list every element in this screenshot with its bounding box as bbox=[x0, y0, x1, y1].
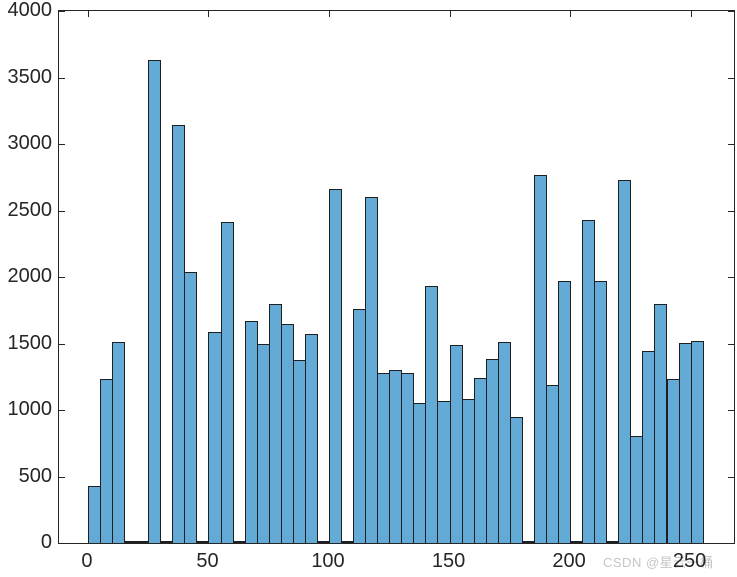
y-axis-tick bbox=[59, 277, 65, 278]
watermark: CSDN @星云一桶 bbox=[603, 555, 714, 570]
x-axis-tick bbox=[570, 11, 572, 17]
y-tick-label: 0 bbox=[40, 531, 52, 553]
x-tick-label: 50 bbox=[196, 550, 219, 572]
histogram-bar bbox=[594, 281, 608, 543]
x-tick-label: 200 bbox=[552, 550, 586, 572]
y-axis-tick bbox=[59, 410, 65, 411]
x-axis-tick bbox=[208, 11, 210, 17]
y-tick-label: 2000 bbox=[7, 265, 53, 287]
y-axis-tick bbox=[59, 11, 65, 12]
y-axis-tick bbox=[59, 210, 65, 212]
x-tick-label: 0 bbox=[81, 550, 93, 572]
histogram-bar bbox=[509, 416, 523, 543]
y-axis-tick bbox=[728, 543, 734, 544]
y-tick-label: 500 bbox=[18, 464, 52, 487]
y-tick-label: 3000 bbox=[7, 132, 53, 154]
y-axis-tick bbox=[59, 476, 65, 478]
y-axis-tick bbox=[728, 144, 734, 145]
plot-area bbox=[58, 10, 735, 544]
y-tick-label: 3500 bbox=[7, 65, 53, 88]
histogram-bar bbox=[184, 272, 198, 543]
x-tick-label: 100 bbox=[311, 550, 345, 572]
y-axis-tick bbox=[728, 476, 734, 478]
histogram-bar bbox=[112, 342, 126, 543]
y-axis-tick bbox=[59, 77, 65, 79]
histogram-bar bbox=[690, 340, 704, 543]
x-tick-label: 250 bbox=[672, 550, 707, 572]
histogram-bar bbox=[329, 189, 343, 543]
histogram-bar bbox=[618, 179, 632, 543]
y-axis-tick bbox=[59, 343, 65, 345]
y-tick-label: 2500 bbox=[7, 198, 53, 221]
x-axis-tick bbox=[329, 11, 330, 17]
y-tick-label: 1500 bbox=[7, 331, 53, 354]
y-axis-tick bbox=[59, 543, 65, 544]
y-axis-tick bbox=[59, 144, 65, 145]
y-tick-label: 4000 bbox=[7, 0, 53, 21]
x-axis-tick bbox=[690, 11, 692, 17]
histogram-bar bbox=[365, 197, 379, 543]
x-tick-label: 150 bbox=[431, 550, 466, 572]
histogram-bar bbox=[220, 222, 234, 543]
histogram-bar bbox=[558, 281, 572, 543]
y-tick-label: 1000 bbox=[7, 398, 53, 420]
y-axis-tick bbox=[728, 343, 734, 345]
histogram-bar bbox=[533, 174, 547, 543]
histogram-bar bbox=[148, 60, 162, 543]
x-axis-tick bbox=[449, 11, 451, 17]
y-axis-tick bbox=[728, 77, 734, 79]
y-axis-tick bbox=[728, 277, 734, 278]
histogram-bar bbox=[304, 334, 318, 543]
y-axis-tick bbox=[728, 11, 734, 12]
y-axis-tick bbox=[728, 410, 734, 411]
y-axis-tick bbox=[728, 210, 734, 212]
x-axis-tick bbox=[87, 11, 89, 17]
